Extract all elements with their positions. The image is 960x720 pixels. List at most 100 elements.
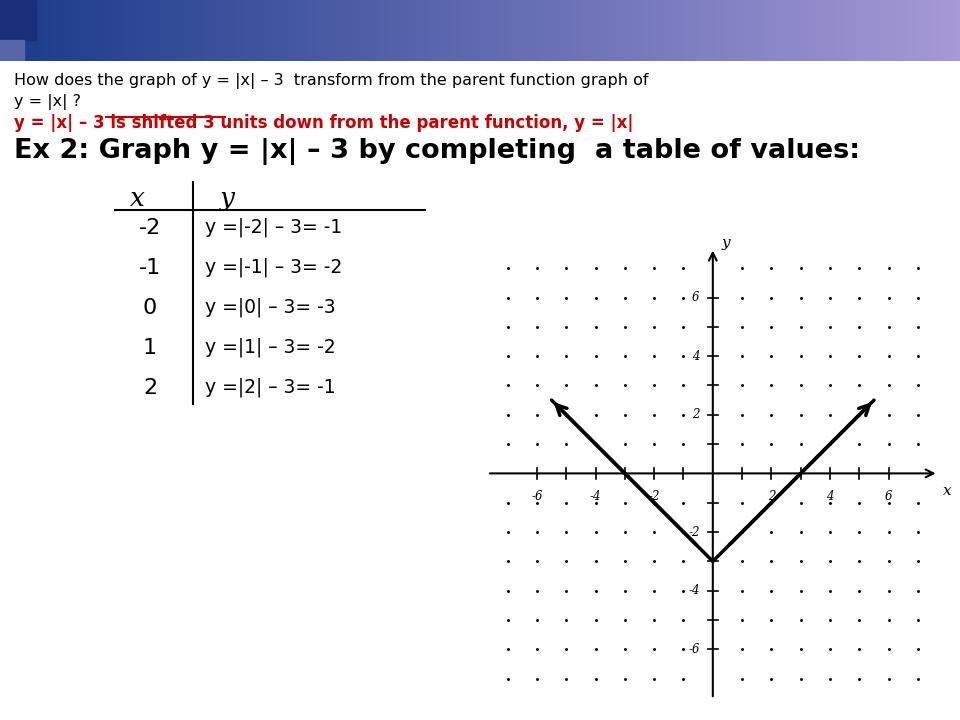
Bar <box>72 0 77 61</box>
Bar <box>370 0 374 61</box>
Bar <box>475 0 480 61</box>
Text: 2: 2 <box>768 490 775 503</box>
Bar <box>374 0 379 61</box>
Bar <box>845 0 850 61</box>
Bar <box>682 0 686 61</box>
Bar <box>893 0 898 61</box>
Text: 4: 4 <box>692 350 700 363</box>
Bar <box>514 0 518 61</box>
Bar <box>758 0 763 61</box>
Text: y =|0| – 3= -3: y =|0| – 3= -3 <box>205 298 336 318</box>
Bar <box>230 0 235 61</box>
Bar <box>557 0 562 61</box>
Bar <box>696 0 701 61</box>
Bar <box>389 0 394 61</box>
Bar <box>466 0 470 61</box>
Bar <box>509 0 514 61</box>
Bar <box>547 0 552 61</box>
Bar <box>706 0 710 61</box>
Bar <box>490 0 494 61</box>
Text: y =|2| – 3= -1: y =|2| – 3= -1 <box>205 377 336 397</box>
Bar <box>720 0 725 61</box>
Bar <box>91 0 96 61</box>
Bar <box>62 0 67 61</box>
Bar <box>619 0 624 61</box>
Bar <box>566 0 571 61</box>
Bar <box>778 0 782 61</box>
Bar <box>307 0 312 61</box>
Bar <box>365 0 370 61</box>
Bar <box>182 0 187 61</box>
Bar <box>322 0 326 61</box>
Bar <box>461 0 466 61</box>
Bar <box>221 0 226 61</box>
Bar <box>730 0 734 61</box>
Bar <box>408 0 413 61</box>
Bar <box>653 0 658 61</box>
Bar <box>950 0 955 61</box>
Bar <box>259 0 264 61</box>
Bar <box>754 0 758 61</box>
Bar <box>317 0 322 61</box>
Bar <box>168 0 173 61</box>
Bar <box>422 0 427 61</box>
Bar <box>379 0 384 61</box>
Bar <box>869 0 874 61</box>
Text: y =|-1| – 3= -2: y =|-1| – 3= -2 <box>205 258 343 277</box>
Bar <box>590 0 595 61</box>
Bar <box>922 0 926 61</box>
Bar <box>106 0 110 61</box>
Bar <box>331 0 336 61</box>
Text: -1: -1 <box>139 258 161 278</box>
Bar <box>662 0 667 61</box>
Bar <box>710 0 715 61</box>
Bar <box>451 0 456 61</box>
Bar <box>250 0 254 61</box>
Bar <box>360 0 365 61</box>
Bar <box>595 0 600 61</box>
Bar <box>528 0 533 61</box>
Text: -2: -2 <box>139 218 161 238</box>
Text: x: x <box>130 186 145 211</box>
Bar <box>552 0 557 61</box>
Bar <box>149 0 154 61</box>
Bar <box>427 0 432 61</box>
Text: 0: 0 <box>143 298 157 318</box>
Bar <box>29 0 34 61</box>
Bar <box>0 0 36 40</box>
Bar <box>67 0 72 61</box>
Bar <box>336 0 341 61</box>
Bar <box>667 0 672 61</box>
Bar <box>941 0 946 61</box>
Bar <box>86 0 91 61</box>
Bar <box>274 0 278 61</box>
Bar <box>600 0 605 61</box>
Bar <box>538 0 542 61</box>
Bar <box>658 0 662 61</box>
Bar <box>854 0 859 61</box>
Bar <box>163 0 168 61</box>
Bar <box>394 0 398 61</box>
Bar <box>446 0 451 61</box>
Bar <box>542 0 547 61</box>
Bar <box>418 0 422 61</box>
Bar <box>701 0 706 61</box>
Bar <box>298 0 302 61</box>
Bar <box>192 0 197 61</box>
Bar <box>312 0 317 61</box>
Bar <box>878 0 883 61</box>
Bar <box>638 0 643 61</box>
Bar <box>19 0 24 61</box>
Bar <box>293 0 298 61</box>
Bar <box>403 0 408 61</box>
Bar <box>226 0 230 61</box>
Bar <box>715 0 720 61</box>
Bar <box>533 0 538 61</box>
Bar <box>350 0 355 61</box>
Bar <box>326 0 331 61</box>
Bar <box>14 0 19 61</box>
Bar <box>912 0 917 61</box>
Bar <box>288 0 293 61</box>
Bar <box>235 0 240 61</box>
Bar <box>787 0 792 61</box>
